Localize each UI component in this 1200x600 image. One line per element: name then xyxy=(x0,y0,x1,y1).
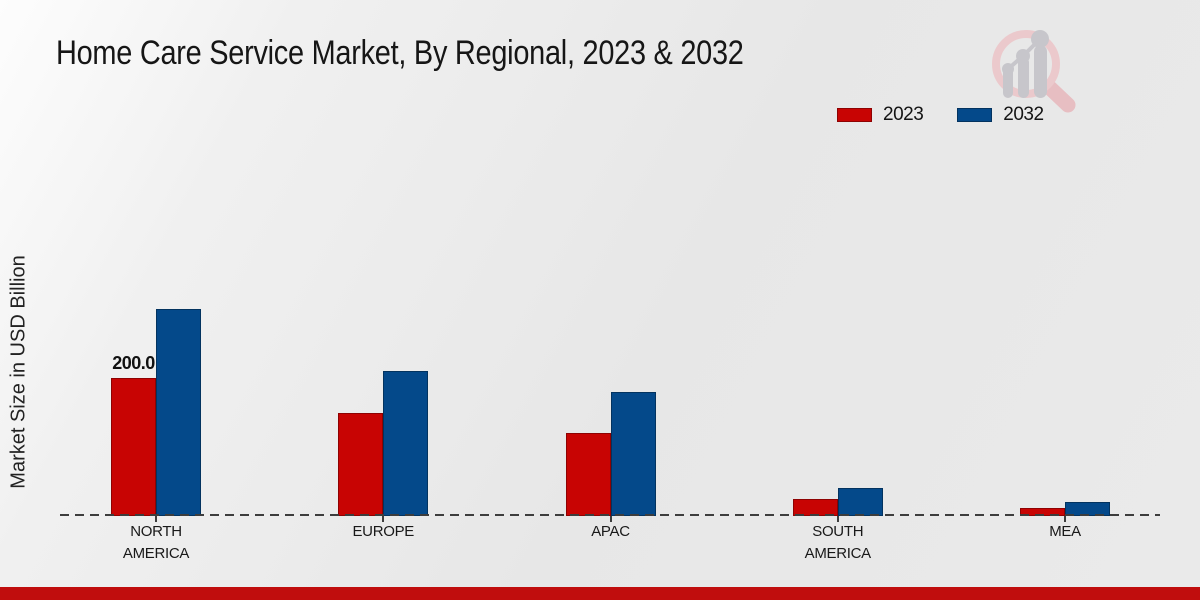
chart-title: Home Care Service Market, By Regional, 2… xyxy=(56,34,744,72)
x-axis-label-line: APAC xyxy=(591,523,630,540)
x-tick-apac xyxy=(609,516,612,522)
market-research-logo-icon xyxy=(992,30,1076,113)
x-axis-label-line: SOUTH xyxy=(812,523,864,540)
x-axis-label-line: AMERICA xyxy=(804,545,872,562)
x-axis-label-apac: APAC xyxy=(541,521,681,543)
x-axis-label-europe: EUROPE xyxy=(313,521,453,543)
x-tick-north-america xyxy=(155,516,157,522)
bar-2032-apac xyxy=(610,391,656,516)
x-axis-label-line: EUROPE xyxy=(352,523,415,540)
logo-bar-medium xyxy=(1018,57,1029,98)
legend-label-2023: 2023 xyxy=(883,104,924,125)
x-tick-europe xyxy=(382,516,385,522)
legend-label-2032: 2032 xyxy=(1003,104,1044,125)
bar-2023-apac xyxy=(565,433,611,516)
logo-magnifier-handle xyxy=(1041,79,1076,113)
x-tick-south-america xyxy=(836,516,839,522)
zero-baseline xyxy=(60,514,1160,516)
legend: 2023 2032 xyxy=(837,104,1044,126)
logo-trend-dot xyxy=(1002,63,1014,75)
x-axis-label-line: NORTH xyxy=(130,523,182,540)
bar-2032-europe xyxy=(383,371,429,516)
bar-2023-north-america xyxy=(111,378,156,516)
legend-swatch-2032 xyxy=(957,108,993,122)
legend-swatch-2023 xyxy=(837,108,872,122)
bar-value-label: 200.0 xyxy=(112,353,155,373)
bar-2032-south-america xyxy=(837,488,883,516)
logo-trend-dot xyxy=(1031,30,1049,48)
footer-stripe xyxy=(0,587,1200,600)
x-axis-label-north-america: NORTH AMERICA xyxy=(86,521,226,565)
logo-bar-tall xyxy=(1034,45,1047,98)
x-axis-label-south-america: SOUTH AMERICA xyxy=(768,521,908,565)
x-axis-label-line: AMERICA xyxy=(122,545,190,562)
legend-item-2032: 2032 xyxy=(957,104,1044,126)
bar-2023-europe xyxy=(338,412,384,516)
x-axis-label-line: MEA xyxy=(1049,523,1081,540)
x-tick-mea xyxy=(1064,516,1066,522)
x-axis-label-mea: MEA xyxy=(995,521,1135,543)
logo-trend-dot xyxy=(1016,49,1030,63)
legend-item-2023: 2023 xyxy=(837,104,924,126)
bar-2032-north-america xyxy=(156,309,201,516)
